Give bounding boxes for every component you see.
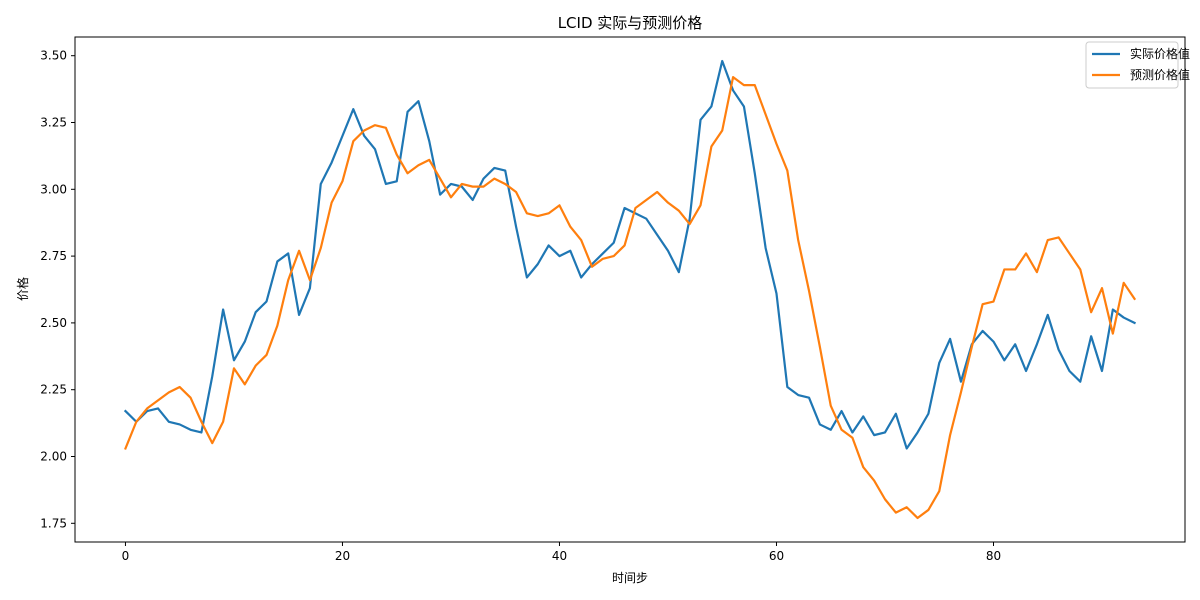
y-tick-label: 2.25	[40, 383, 67, 397]
x-tick-label: 40	[552, 549, 567, 563]
y-tick-label: 3.25	[40, 116, 67, 130]
axes-ticks: 0 20 40 60 80 1.75 2.00 2.25 2.50 2.75 3.00 3.25 3.5…	[40, 49, 1001, 563]
y-tick-label: 3.50	[40, 49, 67, 63]
x-tick-label: 0	[122, 549, 130, 563]
y-axis-title: 价格	[15, 277, 30, 301]
y-tick-label: 2.75	[40, 249, 67, 263]
x-tick-label: 60	[769, 549, 784, 563]
y-tick-label: 3.00	[40, 182, 67, 196]
series-line-2	[124, 75, 1137, 520]
axes-frame	[74, 36, 1186, 543]
y-tick-label: 2.00	[40, 449, 67, 463]
x-axis-title: 时间步	[612, 571, 648, 585]
x-tick-label: 20	[335, 549, 350, 563]
x-tick-label: 80	[986, 549, 1001, 563]
y-tick-label: 1.75	[40, 516, 67, 530]
legend-label-2: 预测价格值	[1130, 67, 1190, 82]
chart-title: LCID 实际与预测价格	[558, 14, 703, 32]
legend-label-1: 实际价格值	[1130, 46, 1190, 61]
series-line-1	[123, 59, 1137, 450]
y-tick-label: 2.50	[40, 316, 67, 330]
plot-area	[74, 36, 1186, 543]
